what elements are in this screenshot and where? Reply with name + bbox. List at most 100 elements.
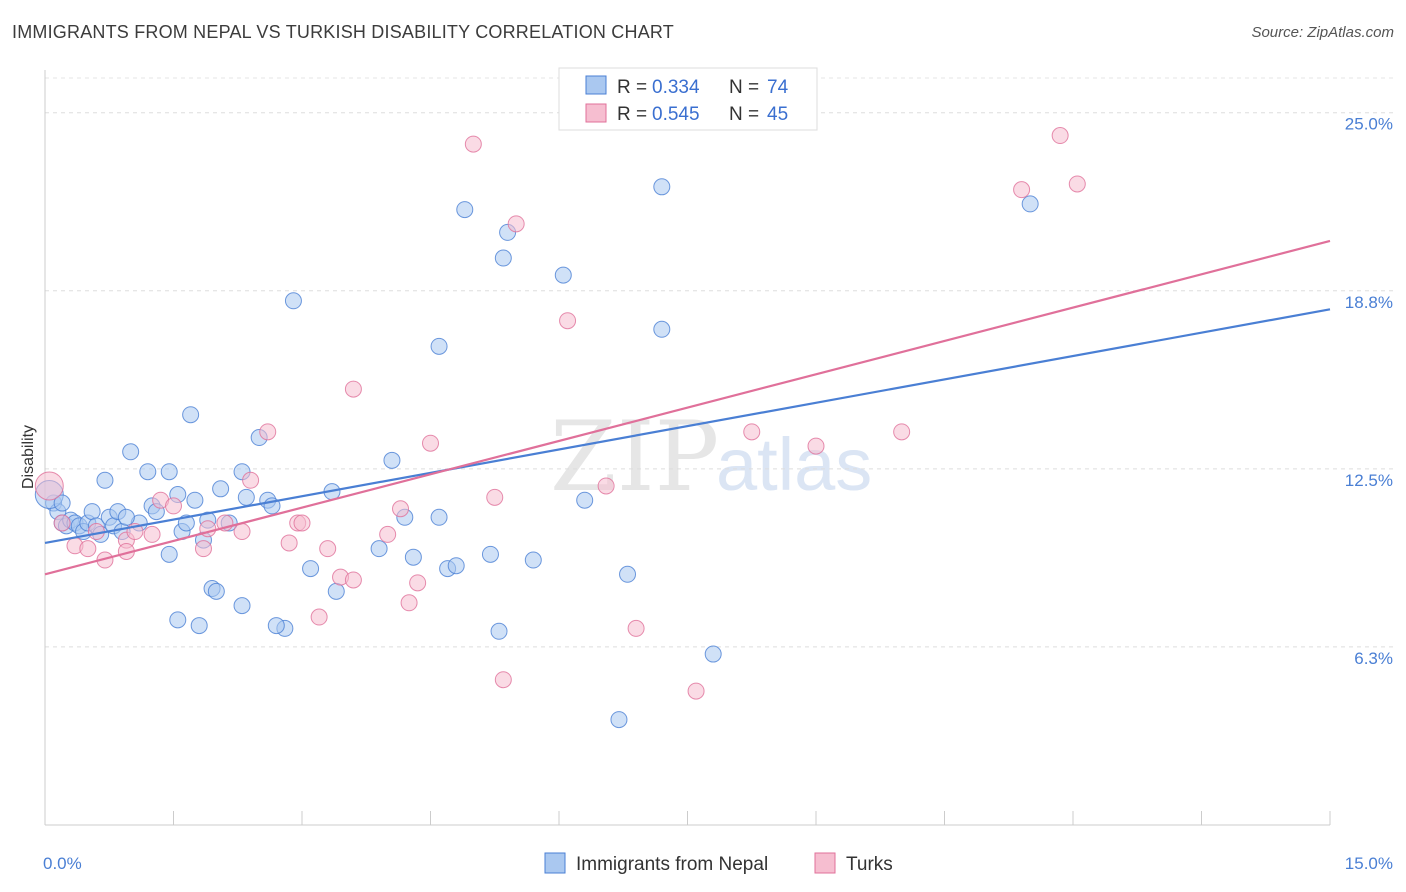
- turks-point: [379, 525, 397, 543]
- nepal-point: [554, 266, 572, 284]
- nepal-point: [267, 617, 285, 635]
- turks-point: [280, 534, 298, 552]
- turks-point: [344, 380, 362, 398]
- axes: [44, 70, 1331, 826]
- bottom-legend-swatch-turks: [814, 852, 836, 874]
- nepal-point: [524, 551, 542, 569]
- nepal-point: [160, 463, 178, 481]
- turks-point: [597, 477, 615, 495]
- bottom-legend-label-turks: Turks: [846, 854, 893, 875]
- turks-point: [893, 423, 911, 441]
- nepal-trend-line: [44, 308, 1331, 545]
- nepal-point: [190, 617, 208, 635]
- turks-point: [507, 215, 525, 233]
- turks-point: [165, 497, 182, 515]
- y-tick-label: 18.8%: [1345, 293, 1393, 312]
- trend-lines: [44, 239, 1331, 576]
- x-tick-label: 0.0%: [43, 854, 82, 873]
- turks-point: [1051, 127, 1069, 145]
- bottom-legend-swatch-nepal: [544, 852, 566, 874]
- turks-point: [486, 488, 504, 506]
- nepal-point: [1021, 195, 1039, 213]
- legend-swatch-turks: [585, 103, 607, 123]
- y-tick-label: 25.0%: [1345, 115, 1393, 134]
- turks-point: [392, 500, 410, 518]
- turks-point: [310, 608, 328, 626]
- turks-point: [53, 514, 71, 532]
- legend-r-label-turks: R =: [617, 104, 647, 125]
- nepal-point: [430, 508, 448, 526]
- nepal-point: [117, 508, 135, 526]
- gridlines: [45, 77, 1395, 648]
- watermark-zip: ZIP: [550, 401, 719, 513]
- top-legend: R = 0.334 N = 74 R = 0.545 N = 45: [558, 67, 818, 131]
- turks-point: [194, 540, 212, 558]
- bottom-legend-label-nepal: Immigrants from Nepal: [576, 854, 768, 875]
- nepal-point: [169, 611, 187, 629]
- nepal-point: [653, 178, 671, 196]
- nepal-point: [302, 560, 320, 578]
- nepal-point: [610, 711, 628, 729]
- turks-point: [807, 437, 825, 455]
- legend-r-value-nepal: 0.334: [652, 77, 700, 98]
- nepal-point: [494, 249, 512, 267]
- legend-n-value-turks: 45: [767, 104, 788, 125]
- turks-point: [464, 135, 482, 153]
- nepal-point: [160, 545, 178, 563]
- turks-point: [143, 525, 161, 543]
- nepal-point: [383, 451, 401, 469]
- nepal-point: [490, 622, 508, 640]
- nepal-point: [430, 337, 448, 355]
- chart-title: IMMIGRANTS FROM NEPAL VS TURKISH DISABIL…: [12, 22, 674, 42]
- nepal-point: [404, 548, 422, 566]
- legend-n-label-turks: N =: [729, 104, 759, 125]
- nepal-point: [122, 443, 140, 461]
- nepal-point: [186, 491, 204, 509]
- turks-point: [409, 574, 427, 592]
- legend-r-value-turks: 0.545: [652, 104, 700, 125]
- nepal-point: [447, 557, 465, 575]
- nepal-point: [83, 503, 101, 521]
- legend-n-value-nepal: 74: [767, 77, 789, 98]
- turks-point: [319, 540, 337, 558]
- y-tick-label: 12.5%: [1345, 471, 1393, 490]
- nepal-point: [182, 406, 200, 424]
- turks-point: [242, 471, 260, 489]
- turks-point: [627, 619, 645, 637]
- legend-n-label-nepal: N =: [729, 77, 759, 98]
- nepal-point: [139, 463, 157, 481]
- nepal-point: [456, 201, 474, 219]
- turks-point: [687, 682, 705, 700]
- turks-point: [422, 434, 439, 452]
- nepal-point: [284, 292, 302, 310]
- turks-point: [1068, 175, 1086, 193]
- turks-point: [34, 471, 64, 501]
- nepal-point: [233, 597, 251, 615]
- turks-point: [559, 312, 577, 330]
- nepal-point: [96, 471, 114, 489]
- nepal-point: [653, 320, 671, 338]
- turks-point: [344, 571, 362, 589]
- turks-point: [79, 540, 97, 558]
- y-axis-title: Disability: [20, 425, 37, 489]
- chart-source: Source: ZipAtlas.com: [1251, 24, 1394, 41]
- nepal-point: [619, 565, 637, 583]
- data-points: [34, 127, 1086, 729]
- legend-r-label-nepal: R =: [617, 77, 647, 98]
- turks-point: [743, 423, 761, 441]
- turks-point: [293, 514, 311, 532]
- nepal-point: [481, 545, 499, 563]
- turks-point: [400, 594, 418, 612]
- legend-swatch-nepal: [585, 75, 607, 95]
- x-tick-label: 15.0%: [1345, 854, 1393, 873]
- watermark: ZIP atlas: [550, 401, 872, 513]
- turks-point: [1013, 181, 1031, 199]
- watermark-atlas: atlas: [716, 423, 872, 506]
- turks-point: [494, 671, 512, 689]
- nepal-point: [370, 540, 388, 558]
- nepal-point: [327, 582, 345, 600]
- x-tick-labels: 0.0% 15.0%: [43, 854, 1393, 873]
- turks-point: [233, 523, 251, 541]
- nepal-point: [207, 582, 225, 600]
